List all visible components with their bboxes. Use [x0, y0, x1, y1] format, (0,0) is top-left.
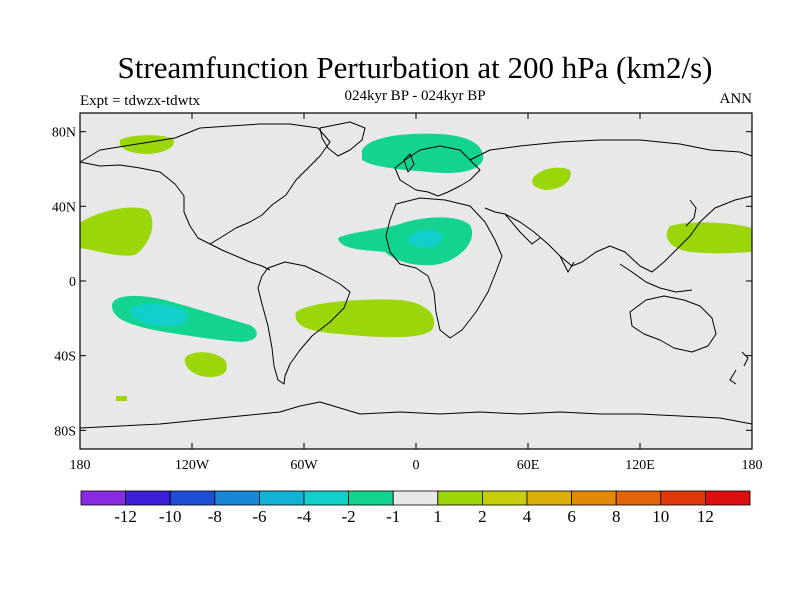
colorbar-label: -10: [159, 507, 182, 526]
colorbar-label: 1: [434, 507, 443, 526]
colorbar-label: 10: [652, 507, 669, 526]
colorbar-swatch: [526, 490, 572, 506]
colorbar-swatch: [348, 490, 394, 506]
contour-positive-central-asia: [532, 167, 571, 190]
plot-title: Streamfunction Perturbation at 200 hPa (…: [117, 50, 713, 85]
lat-tick-label: 80N: [52, 126, 76, 141]
plot-subtitle: 024kyr BP - 024kyr BP: [344, 88, 486, 104]
colorbar-label: 6: [567, 507, 576, 526]
contour-negative-core-pacific: [130, 304, 188, 327]
lat-tick-label: 40S: [54, 350, 76, 365]
colorbar: -12 -10 -8 -6 -4 -2 -1 1 2 4 6 8 10 12: [80, 490, 751, 526]
colorbar-swatch: [169, 490, 216, 506]
colorbar-swatch: [258, 490, 305, 506]
colorbar-swatch: [125, 490, 171, 506]
colorbar-label: -1: [386, 507, 400, 526]
colorbar-label: 4: [523, 507, 532, 526]
lat-tick-label: 0: [69, 275, 76, 290]
contour-fills: [80, 133, 752, 401]
lon-tick-label: 180: [70, 458, 91, 473]
lat-tick-label: 80S: [54, 424, 76, 439]
colorbar-swatch: [214, 490, 260, 506]
coast-new-zealand: [729, 351, 749, 385]
coast-japan: [685, 199, 697, 227]
colorbar-label: -8: [208, 507, 222, 526]
contour-positive-small-patch: [116, 396, 127, 401]
colorbar-swatch: [392, 490, 439, 506]
coast-europe: [394, 145, 481, 197]
coast-arabia-india: [504, 213, 575, 273]
coastlines: [79, 121, 753, 429]
colorbar-swatch: [481, 490, 528, 506]
coast-greenland: [319, 121, 366, 157]
coast-southeast-asia-islands: [619, 263, 693, 293]
colorbar-label: 2: [478, 507, 487, 526]
contour-positive-south-atlantic: [295, 299, 435, 338]
colorbar-swatch: [615, 490, 662, 506]
lon-tick-label: 0: [413, 458, 420, 473]
coast-north-america: [79, 123, 331, 245]
coast-south-america: [257, 261, 351, 385]
coast-central-america: [209, 243, 271, 271]
contour-negative-north-atlantic: [362, 133, 484, 174]
colorbar-label: -12: [114, 507, 137, 526]
lon-tick-label: 180: [742, 458, 763, 473]
coast-africa: [385, 197, 503, 339]
colorbar-swatch: [80, 490, 126, 506]
coast-asia: [469, 139, 753, 273]
colorbar-label: -6: [252, 507, 266, 526]
colorbar-label: 12: [697, 507, 714, 526]
experiment-label: Expt = tdwzx-tdwtx: [80, 93, 201, 109]
colorbar-label: -2: [342, 507, 356, 526]
contour-positive-west-pacific: [666, 222, 752, 254]
lon-tick-label: 120W: [175, 458, 210, 473]
colorbar-label: 8: [612, 507, 621, 526]
colorbar-swatch: [660, 490, 706, 506]
lon-tick-label: 60E: [517, 458, 540, 473]
contour-positive-east-pacific-north: [80, 207, 153, 256]
lon-tick-label: 120E: [625, 458, 655, 473]
coast-uk: [403, 153, 415, 173]
axis-ticks: 80N 40N 0 40S 80S 180 120W 60W 0 60E 120E 180: [52, 113, 763, 473]
contour-negative-north-africa: [338, 217, 473, 266]
season-label: ANN: [719, 91, 753, 107]
lat-tick-label: 40N: [52, 200, 76, 215]
colorbar-swatch: [571, 490, 617, 506]
contour-negative-core-africa: [407, 230, 443, 248]
coast-antarctica: [79, 401, 753, 429]
contour-positive-south-pacific: [184, 352, 227, 377]
lon-tick-label: 60W: [290, 458, 318, 473]
colorbar-label: -4: [297, 507, 312, 526]
colorbar-swatch: [705, 490, 751, 506]
colorbar-swatch: [303, 490, 349, 506]
coast-australia: [629, 295, 717, 353]
colorbar-swatch: [437, 490, 483, 506]
